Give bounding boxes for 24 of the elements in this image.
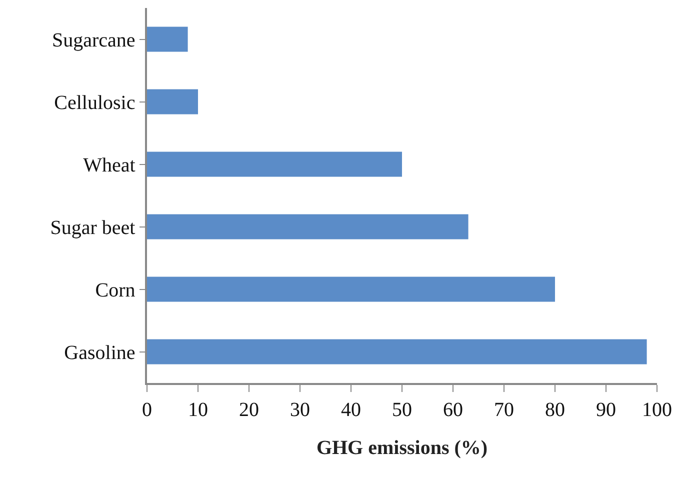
x-tick-label: 10 [188,398,208,421]
bar [147,214,468,240]
x-tick-label: 70 [494,398,514,421]
y-tick-label: Corn [95,279,136,302]
x-tick-label: 60 [443,398,463,421]
y-tick-label: Sugar beet [50,216,136,239]
bar [147,26,188,52]
bar [147,89,198,114]
x-tick-label: 0 [142,398,152,421]
y-tick-label: Cellulosic [54,92,136,114]
bar [147,276,555,302]
x-tick-label: 40 [341,398,361,421]
y-tick-label: Gasoline [64,342,136,364]
bar [147,339,647,364]
y-tick-label: Wheat [83,154,136,176]
x-tick-label: 30 [290,398,310,421]
x-tick-label: 90 [596,398,616,421]
bar [147,152,402,177]
x-axis-title: GHG emissions (%) [316,436,488,459]
x-tick-label: 100 [642,398,672,421]
y-tick-label: Sugarcane [52,29,136,52]
x-tick-label: 50 [392,398,412,421]
x-tick-label: 20 [239,398,259,421]
x-tick-label: 80 [545,398,565,421]
